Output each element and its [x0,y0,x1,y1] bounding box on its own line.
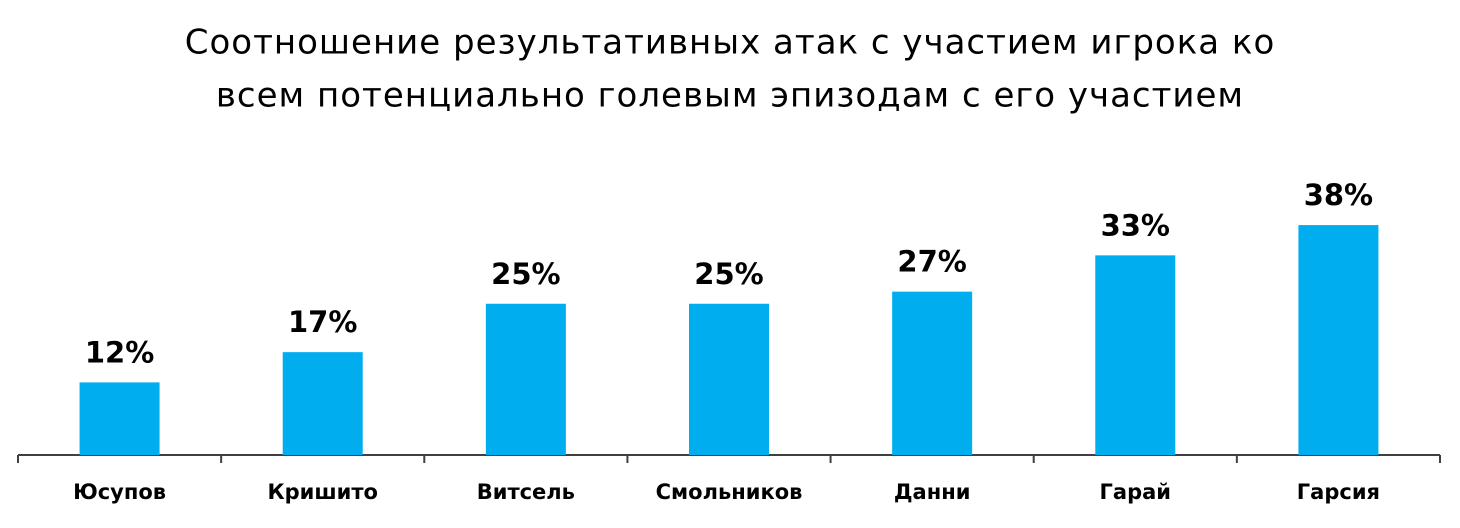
value-label: 38% [1304,178,1373,212]
value-label: 27% [897,245,966,279]
value-label: 33% [1101,208,1170,242]
x-tick-label: Витсель [477,480,575,504]
value-label: 12% [85,335,154,369]
bar [282,352,363,455]
bar [1298,225,1379,455]
value-label: 25% [694,257,763,291]
x-tick-label: Смольников [656,480,803,504]
chart-title: Соотношение результативных атак с участи… [185,23,1276,63]
x-tick-label: Гарай [1100,480,1171,504]
bar [485,303,566,455]
x-tick-label: Кришито [267,480,378,504]
x-tick-label: Данни [894,480,971,504]
x-tick-label: Юсупов [73,480,166,504]
bar [689,303,769,455]
chart-title: всем потенциально голевым эпизодам с его… [216,76,1244,116]
bar [892,291,973,455]
value-label: 25% [491,257,560,291]
x-tick-label: Гарсия [1297,480,1380,504]
bar [79,382,160,455]
bar [1095,255,1176,455]
value-label: 17% [288,305,357,339]
